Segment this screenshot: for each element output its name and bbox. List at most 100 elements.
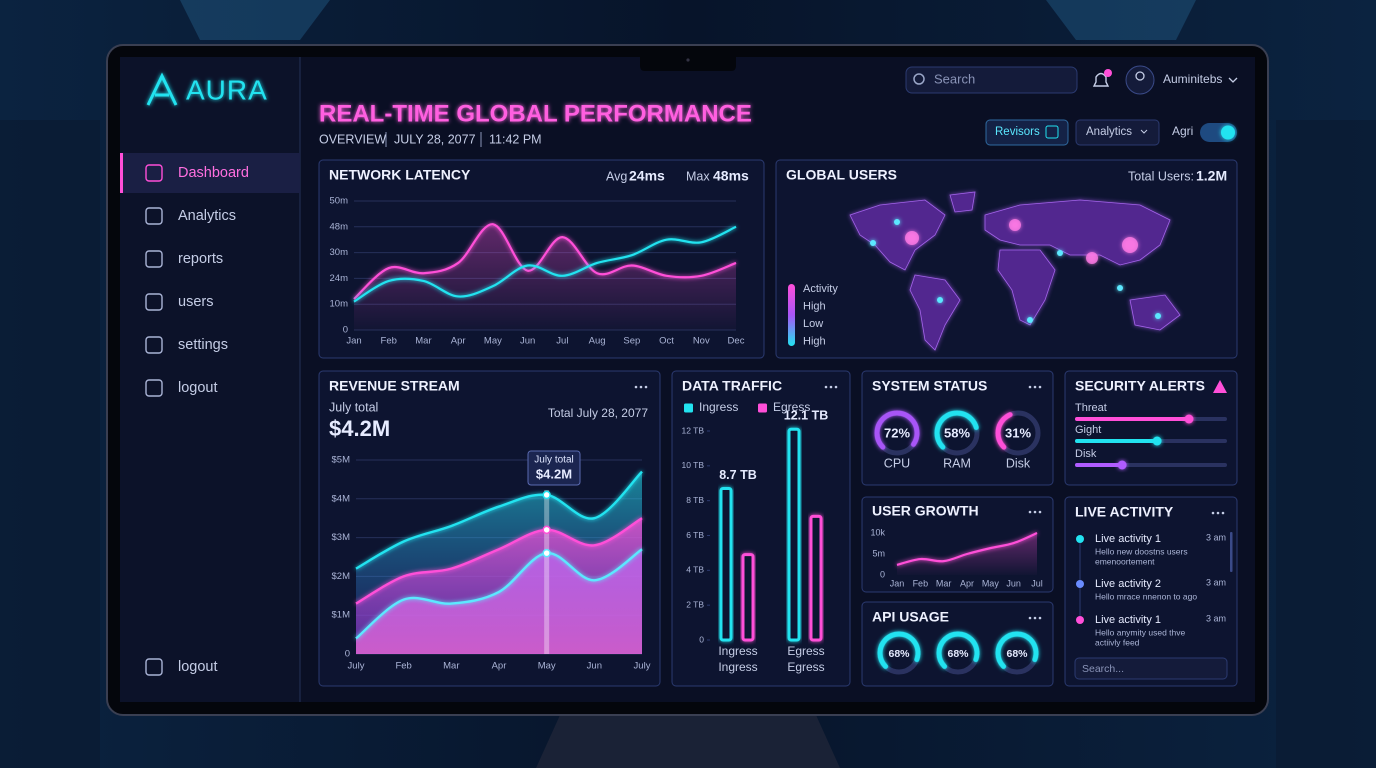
nav-icon xyxy=(145,207,163,225)
bar xyxy=(741,553,755,642)
gauge-value: 68% xyxy=(947,648,969,660)
more-menu-dot xyxy=(1028,385,1032,389)
y-tick-label: $5M xyxy=(332,455,351,466)
nav-item[interactable]: users xyxy=(178,294,213,310)
x-tick-label: Mar xyxy=(936,578,952,588)
y-tick-label: 10 TB xyxy=(681,460,704,470)
more-menu-dot xyxy=(824,385,828,389)
slider-fill xyxy=(1075,439,1158,443)
stat-label: Avg xyxy=(606,169,627,183)
y-tick-label: 10m xyxy=(330,299,349,310)
warning-icon xyxy=(1213,380,1227,393)
system-panel xyxy=(861,370,1054,486)
y-tick-label: 12 TB xyxy=(681,425,704,435)
page-subtitle: OVERVIEW xyxy=(319,132,386,146)
more-menu-dot xyxy=(644,385,648,389)
revenue-amount: $4.2M xyxy=(329,416,390,441)
stat-value: 1.2M xyxy=(1196,168,1227,184)
more-menu-dot xyxy=(1033,510,1037,514)
continent xyxy=(849,199,946,271)
y-tick-label: 0 xyxy=(343,325,348,336)
search-box[interactable] xyxy=(905,66,1078,94)
legend-swatch xyxy=(758,403,767,413)
button-label: Revisors xyxy=(995,126,1040,138)
more-menu-dot xyxy=(639,385,643,389)
more-menu-dot xyxy=(1221,511,1225,515)
x-tick-label: Feb xyxy=(381,336,397,347)
panel-title: REVENUE STREAM xyxy=(329,378,460,394)
ceiling-light xyxy=(180,0,330,40)
x-tick-label: Apr xyxy=(451,336,466,347)
nav-item[interactable]: settings xyxy=(178,337,228,353)
search-icon xyxy=(913,73,925,85)
bell-icon[interactable] xyxy=(1092,72,1110,87)
x-tick-label: Jun xyxy=(1006,578,1021,588)
y-tick-label: 10k xyxy=(870,527,885,537)
nav-item[interactable]: Dashboard xyxy=(178,165,249,181)
line xyxy=(353,223,737,300)
activity-legend-bar xyxy=(788,284,795,346)
tooltip xyxy=(527,450,581,486)
continent xyxy=(949,191,976,213)
more-menu-dot xyxy=(1038,510,1042,514)
logo-icon xyxy=(146,72,178,106)
more-menu-dot xyxy=(1211,511,1215,515)
user-name: Auminitebs xyxy=(1163,72,1222,86)
value-label: 12.1 TB xyxy=(784,409,828,423)
x-tick-label: Jan xyxy=(890,578,905,588)
activity-text: actiivly feed xyxy=(1095,637,1140,647)
y-tick-label: 48m xyxy=(330,221,349,232)
hotspot xyxy=(905,231,919,245)
x-tick-label: Nov xyxy=(693,336,710,347)
more-menu-dot xyxy=(634,385,638,389)
dropdown-chevron xyxy=(1140,129,1148,134)
brand-name: AURA xyxy=(186,74,268,105)
x-tick-label: Ingress xyxy=(718,644,757,658)
x-tick-label: May xyxy=(484,336,502,347)
area-line xyxy=(355,517,643,605)
calendar-icon xyxy=(1045,125,1059,139)
slider-knob xyxy=(1152,436,1162,446)
nav-item[interactable]: logout xyxy=(178,380,218,396)
analytics-dropdown[interactable] xyxy=(1075,119,1160,146)
gauge-label: CPU xyxy=(884,456,910,470)
slider-fill xyxy=(1075,463,1123,467)
security-panel xyxy=(1064,370,1238,486)
nav-item[interactable]: reports xyxy=(178,251,223,267)
y-tick-label: $4M xyxy=(332,493,351,504)
revenue-total: Total July 28, 2077 xyxy=(548,406,648,420)
highlight-point xyxy=(542,548,551,558)
user-chevron[interactable] xyxy=(1228,77,1238,83)
more-menu-dot xyxy=(1028,616,1032,620)
hotspot xyxy=(870,240,876,246)
panel-title: LIVE ACTIVITY xyxy=(1075,504,1174,520)
x-tick-label: Apr xyxy=(492,661,507,672)
gauge-arc xyxy=(934,410,980,456)
legend-label: High xyxy=(803,300,826,312)
activity-text: Hello new doostns users xyxy=(1095,546,1188,556)
area-line xyxy=(355,548,643,640)
tooltip-value: $4.2M xyxy=(536,466,572,481)
gauge-value: 68% xyxy=(888,648,910,660)
traffic-panel xyxy=(671,370,851,687)
line-area xyxy=(354,224,736,330)
y-tick-label: 5m xyxy=(872,548,885,558)
line xyxy=(896,531,1038,566)
area xyxy=(356,549,642,654)
legend-label: High xyxy=(803,335,826,347)
x-tick-sublabel: Ingress xyxy=(718,660,757,674)
scrollbar xyxy=(1230,532,1233,572)
panel-title: SYSTEM STATUS xyxy=(872,378,987,394)
y-tick-label: 24m xyxy=(330,273,349,284)
nav-item[interactable]: Analytics xyxy=(178,208,236,224)
legend-label: Ingress xyxy=(699,400,738,414)
nav-item[interactable]: logout xyxy=(178,659,218,675)
hotspot xyxy=(1117,285,1123,291)
gauge-arc xyxy=(995,410,1041,456)
x-tick-label: Feb xyxy=(395,661,411,672)
x-tick-sublabel: Egress xyxy=(787,660,824,674)
toggle-label: Agri xyxy=(1172,124,1193,138)
live-search[interactable] xyxy=(1074,657,1228,680)
x-tick-label: Oct xyxy=(659,336,674,347)
gauge-value: 31% xyxy=(1005,425,1031,440)
